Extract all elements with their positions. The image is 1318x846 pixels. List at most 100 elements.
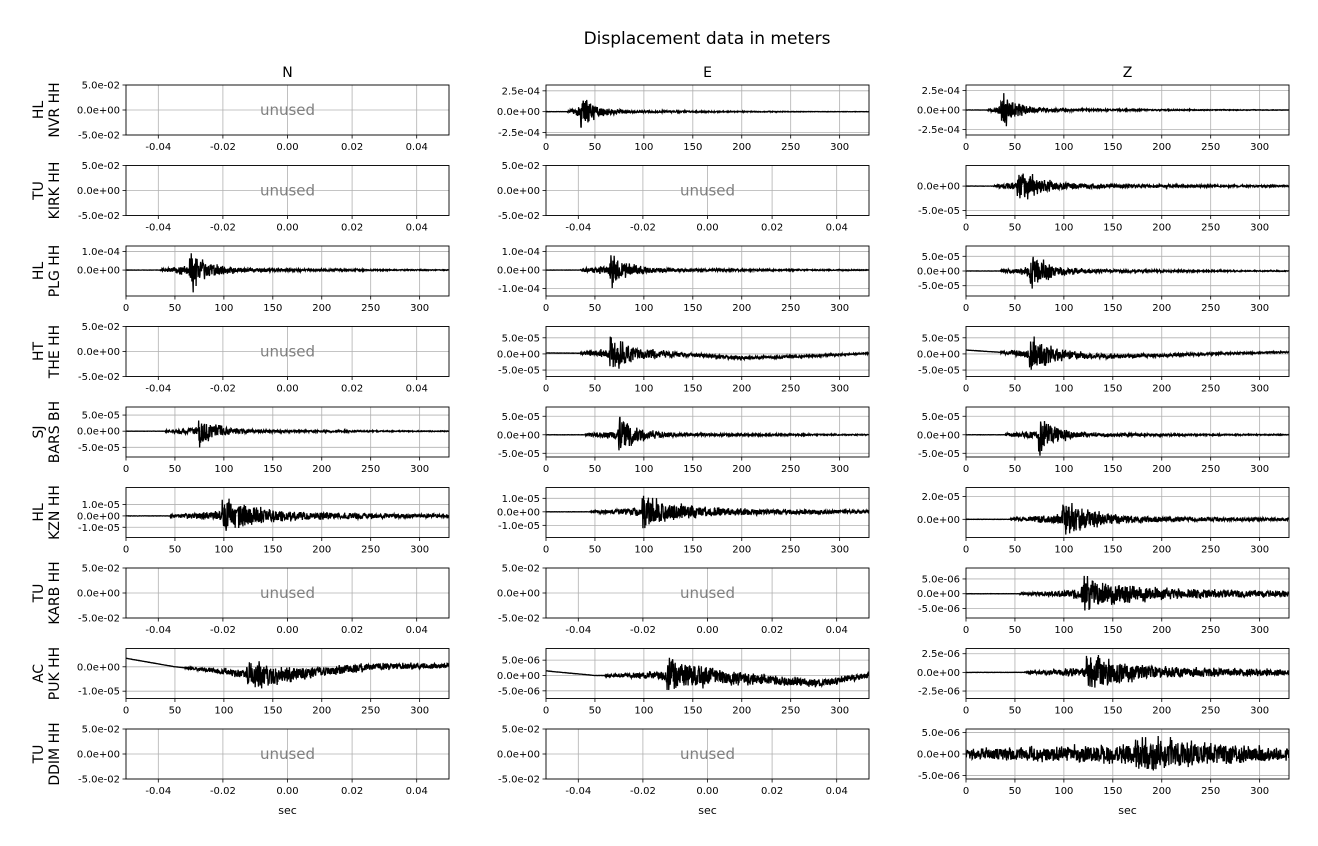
y-tick-label: 5.0e-02 <box>82 81 120 92</box>
unused-label: unused <box>260 343 315 361</box>
x-tick-label: 0.00 <box>276 786 298 797</box>
y-tick-label: 5.0e-05 <box>922 412 960 423</box>
trace-line <box>966 256 1289 289</box>
unused-label: unused <box>680 745 735 763</box>
station-row-plg: HLPLG HH 0 50 100 150 200 250 300 1.0e-04 0.0e+00… <box>31 245 1290 314</box>
x-tick-label: 150 <box>263 545 282 556</box>
unused-label: unused <box>680 182 735 200</box>
station-channel: KIRK HH <box>47 162 63 220</box>
x-tick-label: 150 <box>1103 625 1122 636</box>
y-tick-label: -5.0e-05 <box>498 366 540 377</box>
x-tick-label: 50 <box>589 706 602 717</box>
x-axis-label: sec <box>698 804 717 817</box>
station-label: HTTHE HH <box>31 325 63 379</box>
x-tick-label: 100 <box>214 464 233 475</box>
x-tick-label: -0.02 <box>210 384 236 395</box>
x-tick-label: 250 <box>781 545 800 556</box>
network-code: HT <box>31 342 47 362</box>
x-tick-label: 50 <box>1009 786 1022 797</box>
column-title: Z <box>1123 65 1133 81</box>
x-tick-label: 250 <box>781 384 800 395</box>
axes-frame <box>545 648 870 699</box>
y-tick-label: 5.0e-05 <box>82 411 120 422</box>
panel-n: N -0.04 -0.02 0.00 0.02 0.04 5.0e-02 0.0e+00 -5.… <box>77 65 450 153</box>
x-tick-label: 200 <box>1152 142 1171 153</box>
y-tick-label: -5.0e-02 <box>78 211 120 222</box>
y-tick-label: 0.0e+00 <box>77 511 120 522</box>
x-tick-label: 0 <box>123 706 129 717</box>
trace-line <box>126 498 449 531</box>
x-tick-label: 100 <box>214 706 233 717</box>
y-tick-label: -5.0e-05 <box>918 449 960 460</box>
x-tick-label: 100 <box>1054 545 1073 556</box>
panel-e: -0.04 -0.02 0.00 0.02 0.04 5.0e-02 0.0e+00 -5.0… <box>497 725 870 817</box>
trace-line <box>126 657 449 689</box>
axes-frame <box>545 165 870 216</box>
trace-line <box>966 503 1289 535</box>
trace-line <box>966 655 1289 688</box>
x-tick-label: 150 <box>1103 706 1122 717</box>
y-tick-label: 2.5e-04 <box>922 86 960 97</box>
axes-frame <box>545 84 870 136</box>
y-tick-label: -5.0e-02 <box>78 775 120 786</box>
y-tick-label: 1.0e-05 <box>82 500 120 511</box>
x-tick-label: 50 <box>1009 706 1022 717</box>
x-tick-label: 50 <box>589 384 602 395</box>
x-tick-label: 0 <box>963 303 969 314</box>
panel-z: 0 50 100 150 200 250 300 0.0e+00 -5.0e-05 <box>917 165 1290 234</box>
x-tick-label: 250 <box>1201 545 1220 556</box>
x-tick-label: 0 <box>963 384 969 395</box>
trace-line <box>546 336 869 369</box>
panel-n: 0 50 100 150 200 250 300 1.0e-050.0e+00-1.0e-05 <box>77 487 450 556</box>
x-tick-label: 0.00 <box>276 223 298 234</box>
axes-frame <box>125 728 450 780</box>
x-tick-label: 100 <box>214 303 233 314</box>
x-tick-label: 0.02 <box>341 786 363 797</box>
station-label: TUDDIM HH <box>31 722 63 785</box>
y-tick-label: -5.0e-02 <box>498 614 540 625</box>
x-tick-label: 0 <box>543 706 549 717</box>
y-tick-label: 0.0e+00 <box>917 430 960 441</box>
x-tick-label: 50 <box>1009 545 1022 556</box>
x-tick-label: 300 <box>410 706 429 717</box>
y-tick-label: -5.0e-06 <box>918 771 960 782</box>
y-tick-label: -5.0e-02 <box>78 131 120 142</box>
x-tick-label: 300 <box>410 303 429 314</box>
x-tick-label: 250 <box>1201 223 1220 234</box>
panel-e: 0 50 100 150 200 250 300 1.0e-05 0.0e+00 -1.0e-05 <box>497 487 870 556</box>
panel-n: 0 50 100 150 200 250 300 5.0e-05 0.0e+00 -5.0e-05 <box>77 406 450 475</box>
x-tick-label: 0 <box>963 786 969 797</box>
y-tick-label: 5.0e-02 <box>82 725 120 736</box>
y-tick-label: -5.0e-05 <box>498 449 540 460</box>
axes-frame <box>965 165 1290 216</box>
panel-n: 0 50 100 150 200 250 300 1.0e-04 0.0e+00 <box>77 245 450 314</box>
chart-title: Displacement data in meters <box>584 29 831 49</box>
y-tick-label: 0.0e+00 <box>917 349 960 360</box>
x-tick-label: 0 <box>963 706 969 717</box>
axes-frame <box>965 648 1290 699</box>
y-tick-label: 0.0e+00 <box>917 515 960 526</box>
y-tick-label: -5.0e-02 <box>498 211 540 222</box>
axes-frame <box>965 406 1290 458</box>
trace-line <box>966 93 1289 127</box>
y-tick-label: 0.0e+00 <box>497 107 540 118</box>
x-tick-label: 200 <box>1152 384 1171 395</box>
trace-line <box>966 336 1289 370</box>
station-channel: KZN HH <box>47 485 63 540</box>
station-channel: PLG HH <box>47 245 63 298</box>
y-tick-label: -1.0e-05 <box>78 687 120 698</box>
x-tick-label: 0.04 <box>406 625 428 636</box>
y-tick-label: 0.0e+00 <box>497 589 540 600</box>
x-tick-label: 0.02 <box>761 223 783 234</box>
x-tick-label: 150 <box>263 464 282 475</box>
x-tick-label: 250 <box>1201 142 1220 153</box>
x-tick-label: 200 <box>732 706 751 717</box>
x-tick-label: 0.02 <box>341 223 363 234</box>
station-channel: DDIM HH <box>47 722 63 785</box>
panel-z: 0 50 100 150 200 250 300 5.0e-05 0.0e+00 -5.0e-05 <box>917 245 1290 314</box>
unused-label: unused <box>260 182 315 200</box>
x-tick-label: 300 <box>830 464 849 475</box>
axes-frame <box>125 567 450 619</box>
station-row-bars: SJBARS BH 0 50 100 150 200 250 300 5.0e-05 0.0e+0… <box>31 401 1290 475</box>
axes-frame <box>125 326 450 377</box>
